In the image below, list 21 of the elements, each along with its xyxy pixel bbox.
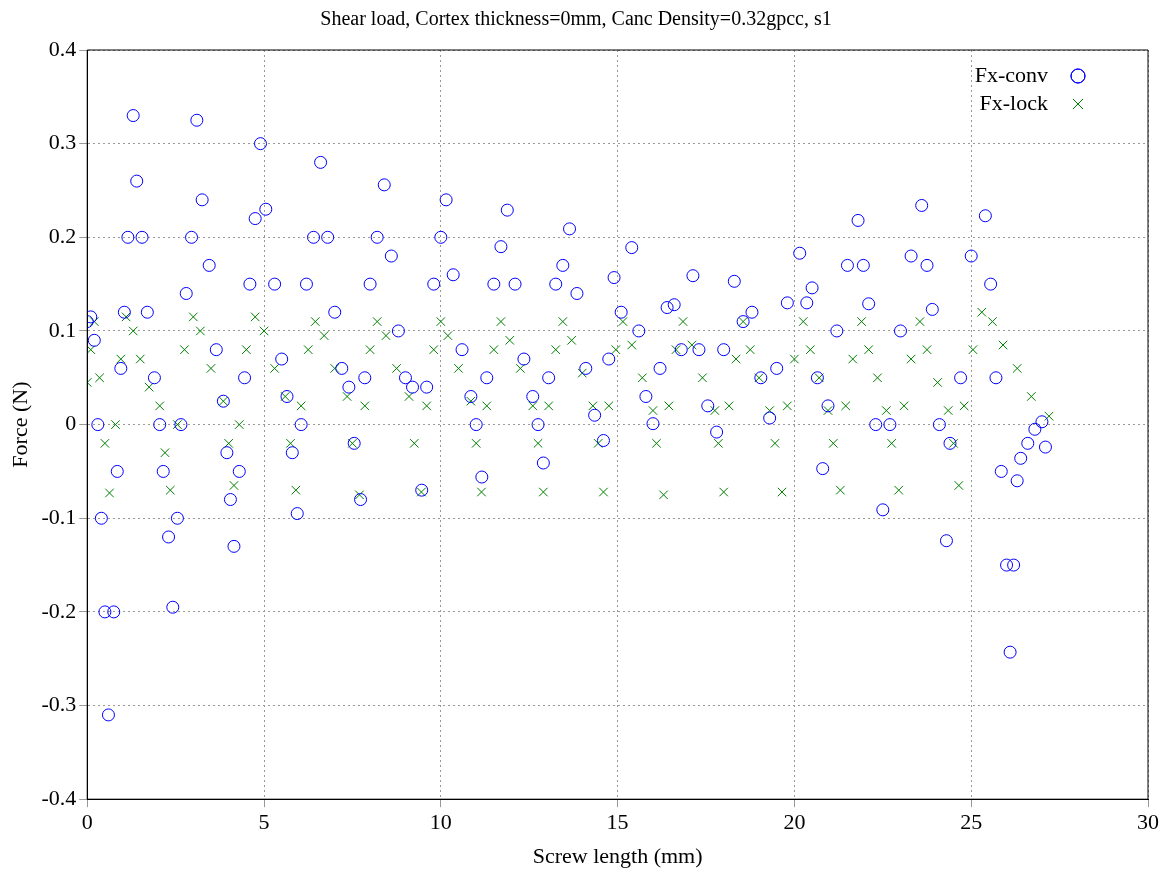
y-tick-label: 0.2	[48, 223, 77, 249]
y-tick-label: 0.4	[48, 35, 77, 61]
x-tick-label: 15	[606, 809, 629, 835]
y-axis-title: Force (N)	[6, 381, 32, 468]
x-tick-label: 25	[960, 809, 983, 835]
legend-label: Fx-lock	[979, 89, 1048, 115]
x-tick-label: 10	[429, 809, 452, 835]
y-tick-label: 0.3	[48, 129, 77, 155]
y-tick-label: -0.2	[41, 597, 77, 623]
y-tick-label: 0.1	[48, 316, 77, 342]
y-tick-label: 0	[65, 410, 77, 436]
x-tick-label: 20	[783, 809, 806, 835]
chart-title: Shear load, Cortex thickness=0mm, Canc Density=0.32gpcc, s1	[320, 7, 832, 31]
x-axis-title: Screw length (mm)	[532, 842, 703, 868]
x-tick-label: 5	[258, 809, 270, 835]
x-tick-label: 0	[81, 809, 93, 835]
legend-label: Fx-conv	[974, 61, 1048, 87]
y-tick-label: -0.1	[41, 504, 77, 530]
y-tick-label: -0.3	[41, 691, 77, 717]
y-tick-label: -0.4	[41, 784, 77, 810]
x-tick-label: 30	[1137, 809, 1159, 835]
